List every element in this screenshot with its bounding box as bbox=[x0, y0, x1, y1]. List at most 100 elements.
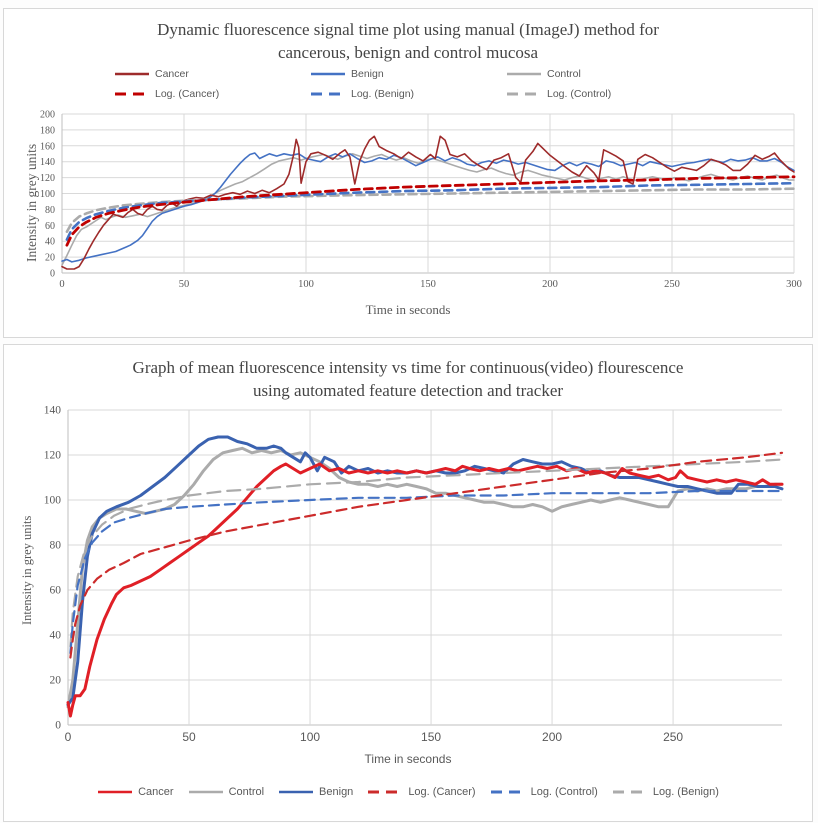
legend-item-log-cancer: Log. (Cancer) bbox=[367, 782, 476, 802]
legend-label: Control bbox=[228, 786, 265, 798]
chart-title-line2: cancerous, benign and control mucosa bbox=[277, 43, 539, 62]
y-tick-label: 60 bbox=[45, 221, 55, 232]
chart-plot-manual: 0 20 40 60 80 100 120 140 160 180 200 0 50 100 150 200 2… bbox=[40, 110, 802, 291]
y-tick-label: 20 bbox=[50, 675, 62, 687]
y-tick-label: 160 bbox=[40, 141, 55, 152]
legend-label: Log. (Control) bbox=[547, 88, 612, 100]
y-tick-label: 80 bbox=[50, 540, 62, 552]
legend-dashed-line-sample bbox=[490, 790, 525, 794]
series-cancer bbox=[61, 135, 795, 270]
y-tick-label: 140 bbox=[40, 157, 55, 168]
x-tick-label: 0 bbox=[59, 279, 64, 290]
legend-item-log-benign: Log. (Benign) bbox=[612, 782, 719, 802]
legend-label: Log. (Benign) bbox=[351, 88, 415, 100]
legend-label: Log. (Benign) bbox=[652, 786, 719, 798]
y-tick-label: 20 bbox=[45, 253, 55, 264]
legend-item-control: Control bbox=[506, 64, 702, 84]
legend-label: Control bbox=[547, 68, 581, 80]
legend-line-sample bbox=[507, 72, 541, 76]
legend-item-cancer: Cancer bbox=[114, 64, 310, 84]
x-tick-label: 200 bbox=[542, 730, 562, 744]
x-axis-title-manual: Time in seconds bbox=[365, 302, 451, 317]
x-axis-title-auto: Time in seconds bbox=[364, 752, 452, 766]
chart-title-line1: Graph of mean fluorescence intensity vs … bbox=[132, 358, 684, 377]
legend-auto: Cancer Control Benign Log. (Cancer) Log. (Co… bbox=[4, 782, 812, 802]
y-axis-title-manual: Intensity in grey units bbox=[24, 143, 39, 263]
gridlines bbox=[67, 409, 782, 726]
legend-label: Log. (Cancer) bbox=[408, 786, 476, 798]
legend-row: Cancer Benign Control bbox=[114, 64, 702, 84]
legend-item-log-control: Log. (Control) bbox=[506, 84, 702, 104]
legend-dashed-line-sample bbox=[368, 790, 403, 794]
y-tick-label: 80 bbox=[45, 205, 55, 216]
legend-line-sample bbox=[115, 72, 149, 76]
series-lines bbox=[66, 435, 784, 718]
series-log-control bbox=[65, 187, 796, 233]
automated-method-chart-panel: Graph of mean fluorescence intensity vs … bbox=[3, 344, 813, 822]
chart-plot-auto: 0 20 40 60 80 100 120 140 0 50 100 150 200 250 bbox=[44, 405, 784, 745]
legend-label: Cancer bbox=[155, 68, 189, 80]
x-tick-label: 150 bbox=[421, 730, 441, 744]
legend-label: Benign bbox=[351, 68, 384, 80]
manual-method-chart-panel: Dynamic fluorescence signal time plot us… bbox=[3, 8, 813, 338]
legend-label: Cancer bbox=[138, 786, 174, 798]
x-tick-label: 300 bbox=[786, 279, 802, 290]
series-log-cancer bbox=[69, 451, 784, 659]
legend-item-log-cancer: Log. (Cancer) bbox=[114, 84, 310, 104]
y-tick-label: 0 bbox=[55, 720, 61, 732]
legend-item-benign: Benign bbox=[278, 782, 353, 802]
legend-line-sample bbox=[311, 72, 345, 76]
x-tick-label: 250 bbox=[664, 279, 680, 290]
tick-labels: 0 20 40 60 80 100 120 140 160 180 200 0 50 100 150 200 2… bbox=[40, 110, 802, 291]
legend-label: Benign bbox=[319, 786, 354, 798]
legend-item-log-control: Log. (Control) bbox=[490, 782, 598, 802]
y-tick-label: 120 bbox=[44, 450, 62, 462]
y-tick-label: 100 bbox=[44, 495, 62, 507]
tick-labels: 0 20 40 60 80 100 120 140 0 50 100 150 200 250 bbox=[44, 405, 684, 745]
legend-dashed-line-sample bbox=[115, 92, 149, 96]
chart-title-line2: using automated feature detection and tr… bbox=[252, 381, 564, 400]
legend-item-control: Control bbox=[188, 782, 264, 802]
x-tick-label: 200 bbox=[542, 279, 558, 290]
legend-item-log-benign: Log. (Benign) bbox=[310, 84, 506, 104]
x-tick-label: 100 bbox=[298, 279, 314, 290]
series-log-benign bbox=[69, 458, 784, 648]
legend-label: Log. (Control) bbox=[530, 786, 598, 798]
series-log-benign bbox=[65, 181, 796, 241]
legend-manual: Cancer Benign Control Log. (Cancer) Log. (Be… bbox=[4, 64, 812, 104]
x-tick-label: 100 bbox=[300, 730, 320, 744]
y-tick-label: 40 bbox=[50, 630, 62, 642]
legend-line-sample bbox=[279, 790, 314, 794]
legend-dashed-line-sample bbox=[311, 92, 345, 96]
chart-title-auto: Graph of mean fluorescence intensity vs … bbox=[4, 356, 812, 402]
chart-title-line1: Dynamic fluorescence signal time plot us… bbox=[157, 20, 659, 39]
legend-line-sample bbox=[188, 790, 223, 794]
y-tick-label: 0 bbox=[50, 269, 55, 280]
y-tick-label: 140 bbox=[44, 405, 62, 417]
legend-row: Log. (Cancer) Log. (Benign) Log. (Control) bbox=[114, 84, 702, 104]
legend-item-cancer: Cancer bbox=[97, 782, 174, 802]
y-tick-label: 200 bbox=[40, 110, 55, 121]
series-cancer bbox=[66, 462, 784, 718]
x-tick-label: 50 bbox=[179, 279, 190, 290]
y-tick-label: 120 bbox=[40, 173, 55, 184]
y-tick-label: 180 bbox=[40, 125, 55, 136]
series-lines bbox=[61, 135, 796, 270]
gridlines bbox=[61, 113, 795, 274]
chart-title-manual: Dynamic fluorescence signal time plot us… bbox=[4, 18, 812, 64]
y-tick-label: 100 bbox=[40, 189, 55, 200]
legend-dashed-line-sample bbox=[612, 790, 647, 794]
legend-label: Log. (Cancer) bbox=[155, 88, 220, 100]
x-tick-label: 50 bbox=[182, 730, 196, 744]
series-log-cancer bbox=[65, 175, 796, 247]
y-axis-title-auto: Intensity in grey units bbox=[20, 515, 34, 625]
legend-item-benign: Benign bbox=[310, 64, 506, 84]
series-log-control bbox=[69, 489, 784, 655]
legend-line-sample bbox=[98, 790, 133, 794]
x-tick-label: 250 bbox=[663, 730, 683, 744]
series-benign bbox=[61, 152, 795, 263]
y-tick-label: 60 bbox=[50, 585, 62, 597]
legend-dashed-line-sample bbox=[507, 92, 541, 96]
y-tick-label: 40 bbox=[45, 237, 55, 248]
